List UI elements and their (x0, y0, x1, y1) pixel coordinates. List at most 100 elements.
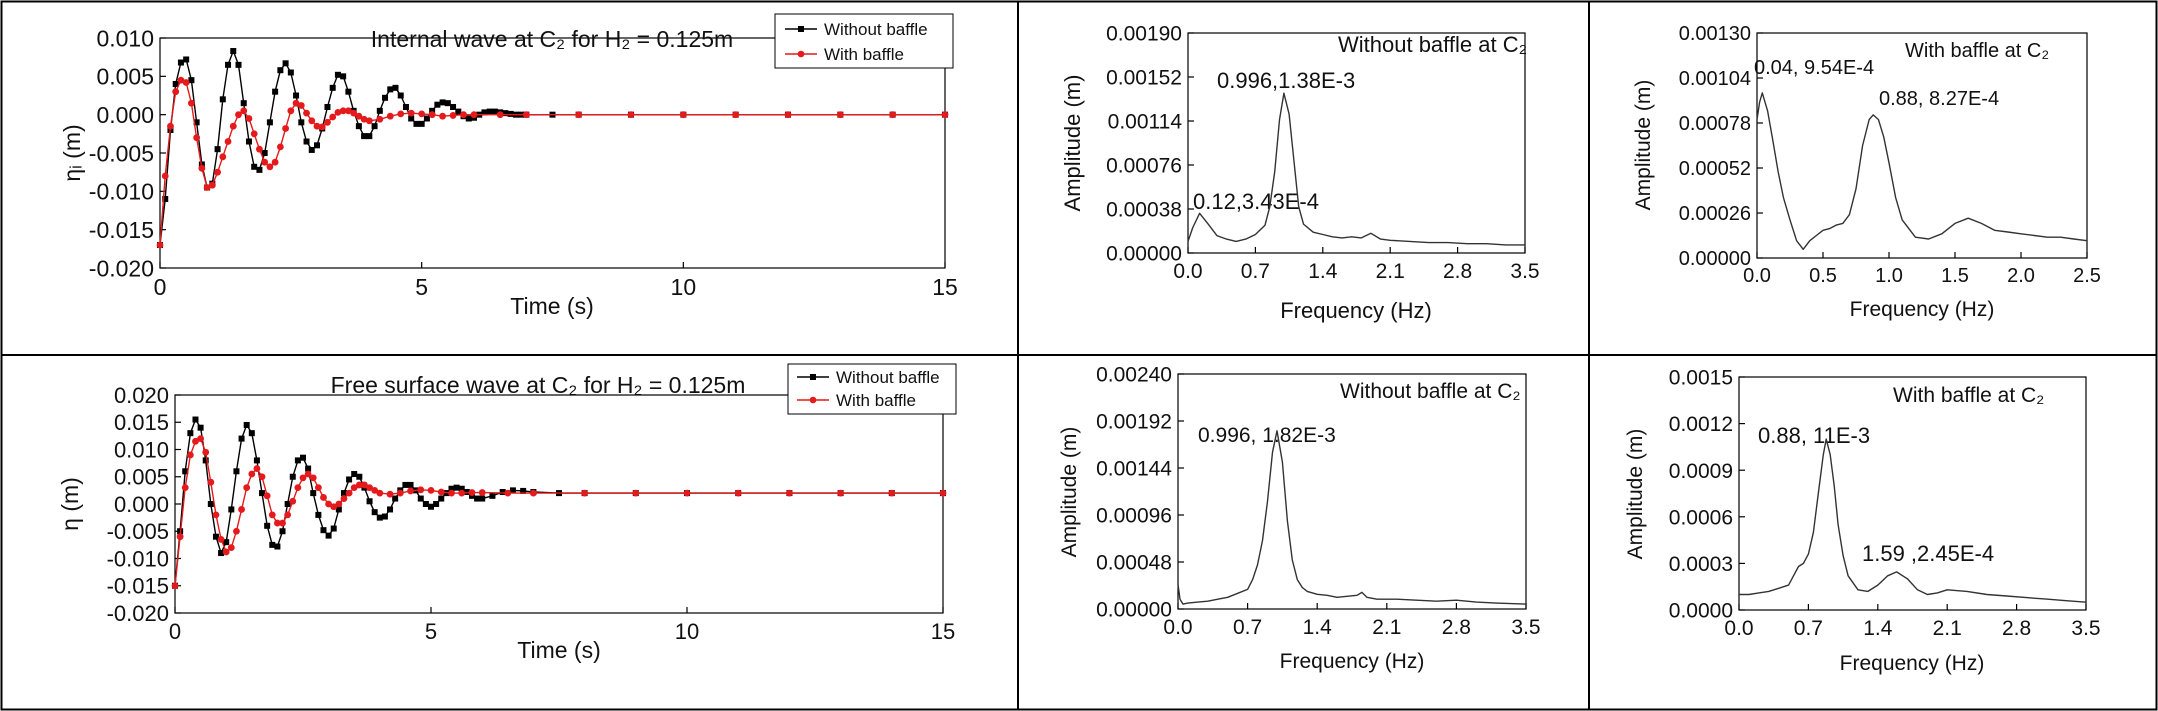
x-tick-label: 2.1 (1933, 617, 1962, 640)
x-tick-label: 0.7 (1241, 260, 1270, 283)
y-tick-label: 0.00144 (1096, 458, 1172, 481)
data-point-without-baffle (235, 61, 242, 68)
data-point-without-baffle (233, 468, 240, 475)
y-axis-label: Amplitude (m) (1632, 80, 1655, 211)
y-axis-label: η (m) (57, 477, 83, 531)
legend-label-with-baffle: With baffle (836, 391, 916, 410)
y-tick-label: -0.005 (107, 519, 169, 544)
data-point-without-baffle (371, 509, 378, 516)
data-point-without-baffle (382, 94, 389, 101)
y-tick-label: -0.015 (89, 217, 154, 243)
data-point-without-baffle (183, 56, 190, 63)
internal-spectrum-with-baffle-chart: With baffle at C₂ Frequency (Hz) Amplitu… (1632, 32, 2088, 321)
data-point-with-baffle (279, 519, 286, 527)
data-point-with-baffle (376, 115, 384, 123)
data-point-with-baffle (417, 486, 425, 494)
data-point-without-baffle (310, 490, 317, 497)
data-point-with-baffle (335, 500, 343, 508)
data-point-with-baffle (253, 465, 261, 472)
data-point-without-baffle (303, 138, 310, 145)
data-point-without-baffle (361, 133, 368, 140)
plot-frame (1756, 32, 2088, 259)
y-tick-label: 0.00038 (1106, 199, 1182, 222)
data-point-without-baffle (289, 473, 296, 480)
x-tick-label: 2.1 (1376, 260, 1405, 283)
data-point-without-baffle (489, 492, 496, 499)
data-point-with-baffle (522, 111, 530, 119)
x-tick-label: 0.7 (1233, 616, 1262, 639)
chart-title: Without baffle at C₂ (1338, 32, 1527, 57)
data-point-with-baffle (734, 489, 742, 497)
data-point-without-baffle (230, 48, 237, 55)
data-point-without-baffle (314, 142, 320, 149)
data-point-with-baffle (437, 488, 445, 496)
y-tick-label: 0.0006 (1669, 506, 1733, 529)
data-point-with-baffle (217, 536, 225, 543)
x-tick-label: 3.5 (1510, 260, 1539, 283)
legend-label-without-baffle: Without baffle (836, 368, 940, 387)
data-point-without-baffle (387, 86, 394, 93)
x-tick-label: 15 (932, 274, 958, 300)
y-tick-label: 0.020 (114, 383, 169, 408)
x-tick-label: 2.5 (2073, 265, 2101, 287)
data-point-without-baffle (439, 99, 446, 106)
data-point-with-baffle (224, 138, 232, 145)
legend-marker-with-baffle (809, 396, 817, 404)
data-point-with-baffle (350, 484, 358, 492)
y-tick-label: 0.00000 (1106, 243, 1182, 266)
y-tick-label: 0.00190 (1106, 23, 1182, 46)
x-tick-label: 3.5 (1511, 616, 1540, 639)
data-point-without-baffle (418, 120, 425, 127)
data-point-with-baffle (355, 481, 363, 489)
data-point-without-baffle (413, 120, 420, 127)
data-point-with-baffle (575, 111, 583, 119)
data-point-with-baffle (192, 437, 199, 445)
data-point-without-baffle (376, 107, 383, 114)
x-tick-label: 2.1 (1372, 616, 1401, 639)
data-point-with-baffle (888, 489, 896, 497)
data-point-without-baffle (245, 138, 252, 145)
data-point-with-baffle (176, 533, 184, 541)
data-point-without-baffle (197, 424, 204, 431)
legend: Without baffle With baffle (787, 363, 957, 415)
data-point-without-baffle (520, 487, 527, 494)
chart-title: Free surface wave at C₂ for H₂ = 0.125m (331, 372, 746, 398)
data-point-with-baffle (276, 143, 284, 151)
data-point-without-baffle (463, 489, 470, 496)
data-point-with-baffle (287, 107, 295, 115)
data-point-with-baffle (202, 448, 210, 456)
data-point-with-baffle (193, 134, 201, 142)
data-point-with-baffle (530, 489, 537, 497)
data-point-without-baffle (355, 123, 362, 130)
data-point-without-baffle (202, 457, 209, 464)
data-point-with-baffle (889, 111, 897, 119)
data-point-without-baffle (402, 104, 409, 110)
data-point-with-baffle (238, 506, 245, 513)
data-point-without-baffle (330, 525, 337, 532)
data-point-with-baffle (458, 489, 466, 497)
data-point-without-baffle (320, 527, 327, 534)
x-tick-label: 0 (154, 274, 167, 300)
data-point-without-baffle (218, 550, 225, 557)
data-point-with-baffle (478, 489, 486, 496)
data-point-with-baffle (330, 503, 338, 511)
data-point-with-baffle (245, 115, 253, 122)
data-point-with-baffle (324, 118, 331, 126)
y-tick-label: 0.0003 (1669, 553, 1733, 576)
data-point-with-baffle (219, 153, 227, 161)
data-point-with-baffle (371, 486, 379, 494)
x-tick-label: 3.5 (2071, 617, 2100, 640)
data-point-with-baffle (376, 489, 384, 497)
data-point-with-baffle (941, 111, 949, 119)
data-point-with-baffle (177, 76, 185, 84)
data-point-with-baffle (320, 494, 327, 501)
data-point-without-baffle (182, 468, 189, 475)
y-tick-label: 0.0000 (1669, 600, 1733, 623)
data-point-with-baffle (339, 107, 347, 115)
data-point-without-baffle (259, 490, 266, 497)
data-point-with-baffle (407, 487, 414, 495)
data-point-without-baffle (356, 473, 363, 480)
data-point-with-baffle (208, 181, 216, 189)
data-point-with-baffle (496, 111, 504, 119)
data-point-without-baffle (329, 84, 336, 91)
